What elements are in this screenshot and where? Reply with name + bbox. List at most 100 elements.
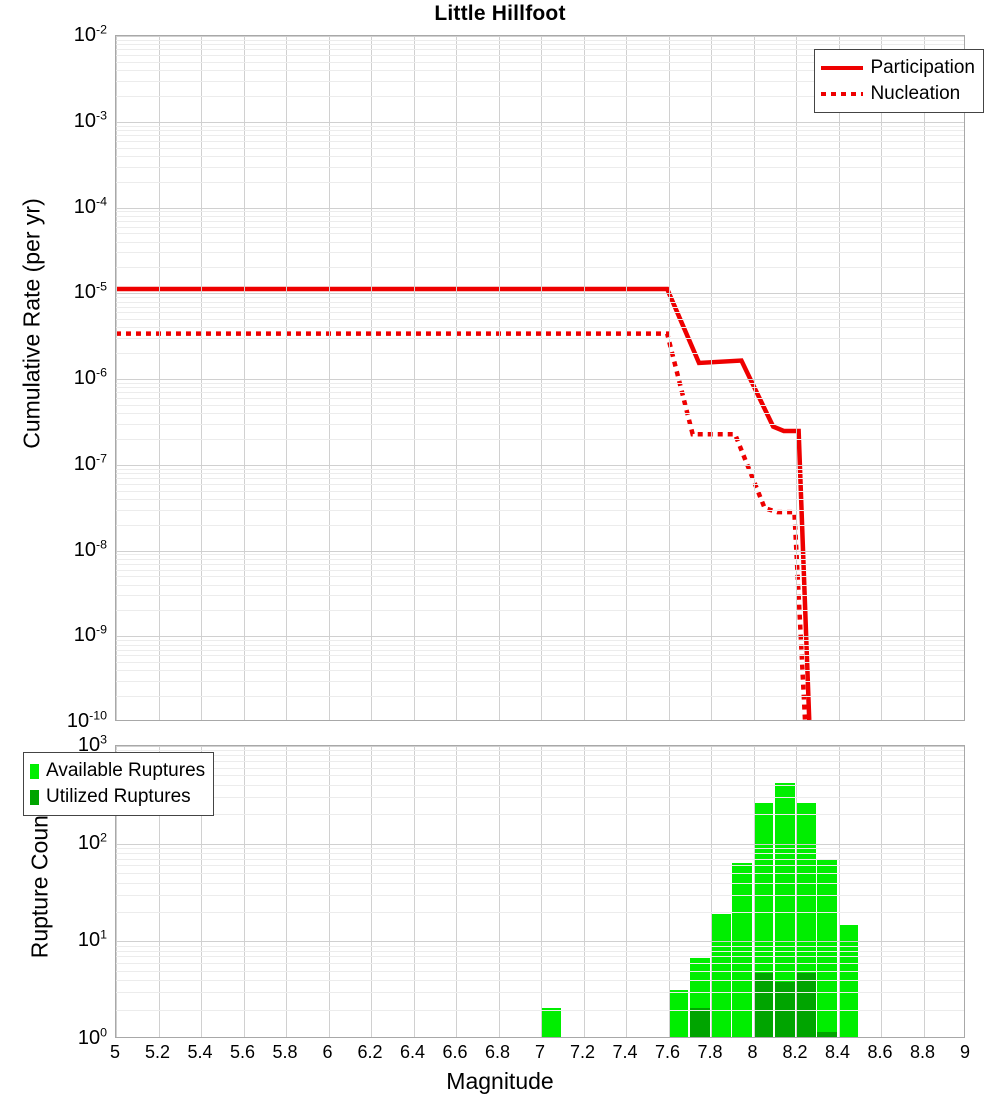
grid-line-horizontal [116,980,964,982]
grid-line-vertical [668,746,670,1037]
grid-line-horizontal [116,498,964,500]
bar-segment-available [541,1007,561,1037]
y-tick-label: 10-8 [73,536,107,561]
top-y-axis-label: Cumulative Rate (per yr) [18,198,45,449]
cumulative-rate-panel: Cumulative Rate (per yr) 10-2 10-3 10-4 10-… [18,23,984,732]
histogram-bar [711,746,731,1037]
y-tick-label: 103 [77,732,107,756]
x-tick-label: 5 [109,1042,121,1062]
grid-line-horizontal [116,423,964,425]
grid-line-horizontal [116,306,964,308]
x-tick-label: 6.6 [442,1042,468,1062]
grid-line-horizontal [116,464,964,466]
grid-line-horizontal [116,576,964,578]
curve-nucleation [116,334,805,720]
bar-segment-utilized [774,981,795,1037]
grid-line-horizontal [116,1009,964,1011]
grid-line-vertical [838,746,840,1037]
grid-line-vertical [201,36,202,720]
rupture-count-panel: Rupture Count 103 102 101 100 5 5.2 5.4 5.6 5.8… [0,730,1000,1100]
y-tick-label: 10-6 [73,365,107,389]
legend-label-utilized-ruptures: Utilized Ruptures [46,786,191,807]
grid-line-horizontal [116,121,964,123]
histogram-bar [668,746,689,1037]
grid-line-vertical [243,36,245,720]
grid-line-vertical [498,746,500,1037]
grid-line-horizontal [116,267,964,269]
grid-line-vertical [328,746,330,1037]
grid-line-horizontal [116,595,964,597]
grid-line-horizontal [116,140,964,142]
grid-line-vertical [456,36,457,720]
grid-line-horizontal [116,584,964,586]
grid-line-vertical [371,746,372,1037]
grid-line-horizontal [116,233,964,235]
x-tick-label: 8 [747,1042,758,1062]
grid-line-vertical [541,36,542,720]
grid-line-horizontal [116,379,964,380]
x-tick-label: 5.2 [144,1042,171,1062]
bar-segment-utilized [753,973,774,1037]
available-ruptures-swatch-icon [30,763,39,779]
grid-line-horizontal [116,550,964,552]
grid-line-horizontal [116,956,964,958]
grid-line-vertical [286,36,287,720]
grid-line-horizontal [116,950,964,952]
y-tick-label: 101 [77,927,107,952]
grid-line-horizontal [116,468,964,470]
grid-line-vertical [201,746,202,1037]
x-tick-label: 8.6 [867,1042,893,1062]
grid-line-horizontal [116,413,964,415]
grid-line-vertical [668,36,670,720]
grid-line-horizontal [116,963,964,964]
grid-line-vertical [116,36,117,720]
grid-line-horizontal [116,438,964,440]
grid-line-horizontal [116,873,964,875]
grid-line-vertical [711,36,712,720]
grid-line-vertical [498,36,500,720]
grid-line-horizontal [116,319,964,321]
grid-line-horizontal [116,312,964,314]
legend-item-utilized-ruptures: Utilized Ruptures [30,784,205,810]
utilized-ruptures-swatch-icon [30,789,39,805]
grid-line-horizontal [116,135,964,137]
grid-line-horizontal [116,696,964,698]
grid-line-vertical [456,746,457,1037]
grid-line-horizontal [116,610,964,612]
grid-line-vertical [881,36,882,720]
y-tick-label: 10-9 [73,622,107,647]
grid-line-horizontal [116,761,964,763]
grid-line-vertical [328,36,330,720]
grid-line-horizontal [116,655,964,657]
x-tick-label: 6.2 [357,1042,383,1062]
grid-line-horizontal [116,775,964,777]
grid-line-vertical [116,746,117,1037]
histogram-bar [796,746,816,1037]
grid-line-vertical [583,36,585,720]
grid-line-horizontal [116,992,964,994]
grid-line-vertical [753,36,755,720]
grid-line-horizontal [116,301,964,303]
grid-line-horizontal [116,941,964,943]
grid-line-vertical [413,36,415,720]
grid-line-horizontal [116,644,964,646]
legend-item-nucleation: Nucleation [821,81,975,107]
top-plot-area [115,35,965,721]
legend-item-participation: Participation [821,55,975,81]
grid-line-horizontal [116,784,964,786]
grid-line-horizontal [116,894,964,896]
grid-line-horizontal [116,252,964,254]
grid-line-vertical [626,36,627,720]
grid-line-vertical [796,36,797,720]
x-tick-label: 8.8 [909,1042,936,1062]
grid-line-horizontal [116,797,964,799]
y-tick-label: 10-7 [73,451,107,475]
grid-line-vertical [286,746,287,1037]
grid-line-horizontal [116,49,964,51]
grid-line-horizontal [116,293,964,295]
grid-line-vertical [541,746,542,1037]
grid-line-horizontal [116,858,964,860]
grid-line-vertical [371,36,372,720]
y-tick-label: 10-10 [66,708,107,732]
grid-line-horizontal [116,865,964,867]
